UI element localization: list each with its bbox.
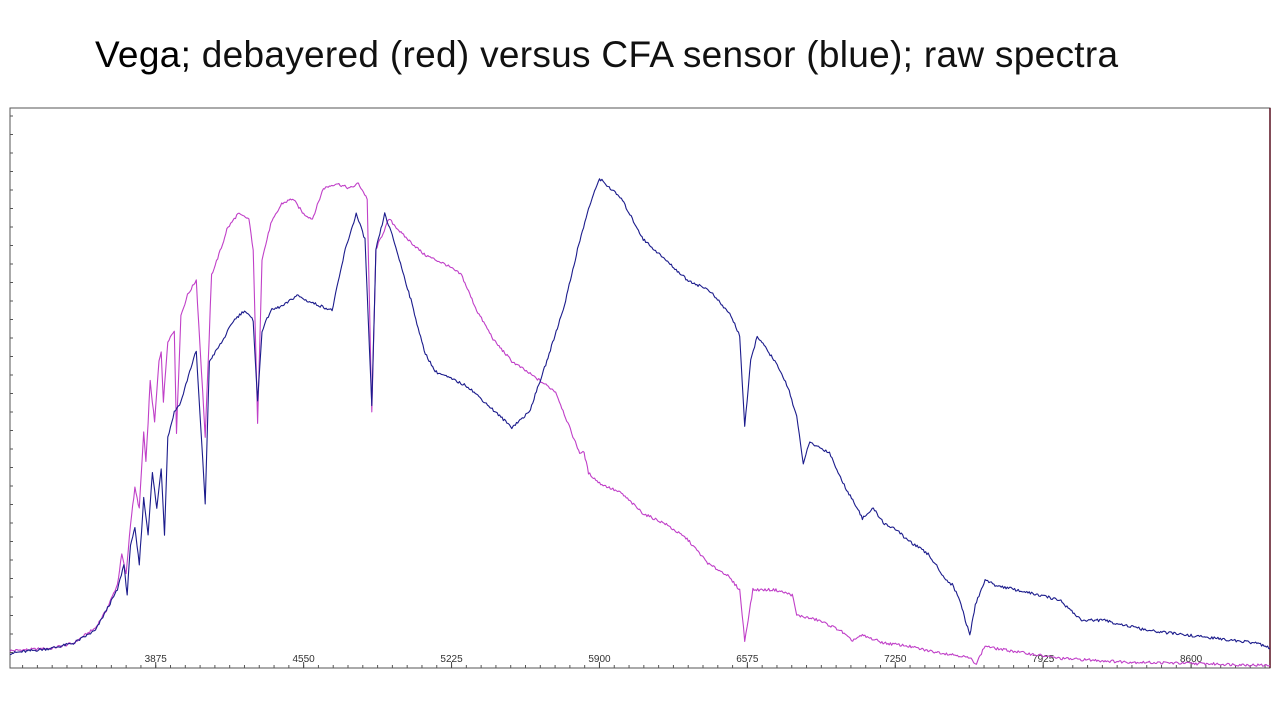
series-line-debayered [9,182,1271,667]
x-tick-label: 6575 [736,654,759,665]
title-star-name: Vega; [95,34,192,75]
x-tick-label: 7250 [884,654,907,665]
x-tick-label: 7925 [1032,654,1055,665]
slide-title: Vega; debayered (red) versus CFA sensor … [95,34,1118,76]
x-tick-label: 5900 [588,654,611,665]
x-tick-label: 5225 [440,654,463,665]
series-line-cfa [9,178,1271,656]
plot-border [9,107,1271,669]
x-tick-label: 4550 [293,654,316,665]
series-layer [9,178,1271,667]
axis-ticks: 3875 4550 5225 5900 6575 7250 7925 8600 [10,115,1266,668]
title-description: debayered (red) versus CFA sensor (blue)… [191,34,1119,75]
plot-frame [9,107,1271,669]
x-tick-label: 3875 [145,654,168,665]
x-tick-label: 8600 [1180,654,1203,665]
